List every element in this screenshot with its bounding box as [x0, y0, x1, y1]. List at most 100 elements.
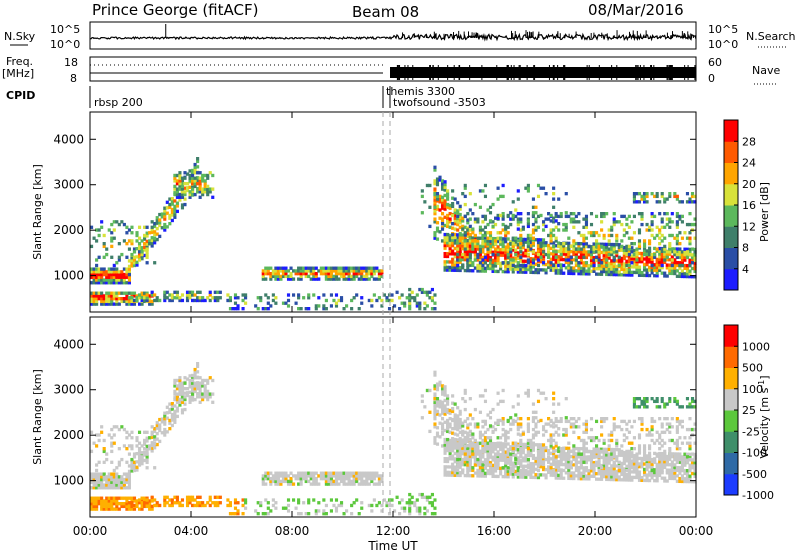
power-cell	[673, 250, 677, 254]
velocity-cell	[600, 474, 604, 479]
velocity-cell	[486, 452, 490, 456]
power-cell	[299, 272, 303, 276]
velocity-cell	[448, 451, 452, 456]
velocity-cell	[660, 457, 664, 461]
power-cell	[605, 242, 609, 247]
velocity-cell	[476, 449, 480, 454]
power-cell	[632, 248, 636, 253]
velocity-cell	[135, 460, 139, 464]
power-cell	[471, 244, 475, 248]
power-cell	[587, 269, 591, 273]
velocity-cell	[488, 463, 493, 467]
velocity-cell	[110, 507, 114, 511]
velocity-cell	[483, 449, 488, 454]
power-cell	[127, 299, 131, 304]
velocity-cell	[112, 441, 116, 445]
power-cell	[92, 267, 96, 271]
velocity-cell	[107, 477, 111, 482]
velocity-cell	[620, 472, 624, 477]
velocity-cell	[365, 479, 369, 484]
power-cell	[191, 298, 195, 303]
velocity-cell	[423, 495, 427, 499]
power-cell	[372, 266, 376, 270]
velocity-cell	[680, 457, 684, 462]
power-cell	[314, 304, 318, 308]
velocity-cell	[466, 426, 470, 430]
velocity-cell	[261, 474, 265, 478]
power-cell	[582, 269, 586, 273]
velocity-cell	[440, 408, 445, 413]
velocity-cell	[483, 444, 488, 448]
power-cell	[660, 192, 664, 196]
power-cell	[471, 239, 475, 243]
power-cell	[466, 266, 470, 270]
velocity-cell	[135, 465, 139, 469]
power-cell	[488, 239, 493, 243]
velocity-cell	[148, 504, 152, 509]
velocity-cell	[201, 384, 205, 388]
power-cell	[97, 272, 101, 277]
power-cell	[115, 291, 119, 295]
power-cell	[365, 272, 369, 276]
velocity-cell	[446, 402, 450, 406]
velocity-cell	[463, 449, 467, 453]
power-cell	[178, 192, 182, 197]
power-cell	[196, 165, 200, 169]
velocity-cell	[173, 495, 177, 499]
power-cell	[650, 265, 654, 270]
power-cell	[319, 266, 323, 270]
velocity-cell	[173, 409, 177, 414]
velocity-cell	[319, 474, 323, 478]
power-cell	[130, 256, 134, 260]
velocity-cell	[612, 469, 616, 474]
velocity-cell	[690, 458, 695, 462]
velocity-cell	[506, 455, 510, 460]
velocity-cell	[499, 453, 503, 457]
velocity-cell	[471, 436, 475, 440]
power-cell	[201, 179, 205, 183]
power-cell	[173, 215, 177, 219]
velocity-cell	[468, 441, 472, 445]
power-cell	[549, 261, 553, 265]
velocity-cell	[446, 397, 450, 401]
power-cell	[655, 200, 659, 204]
velocity-cell	[370, 477, 374, 481]
velocity-cell	[279, 482, 283, 486]
power-cell	[685, 236, 690, 240]
power-cell	[117, 302, 121, 306]
velocity-cell	[122, 444, 126, 448]
power-cell	[504, 248, 508, 252]
velocity-cell	[193, 384, 197, 388]
velocity-cell	[640, 462, 644, 466]
velocity-cell	[509, 422, 513, 426]
power-cell	[233, 293, 238, 297]
velocity-cell	[173, 378, 177, 383]
power-cell	[435, 192, 440, 196]
power-cell	[317, 304, 321, 308]
power-cell	[476, 269, 480, 273]
power-cell	[549, 219, 553, 223]
power-cell	[143, 294, 147, 298]
velocity-cell	[678, 471, 682, 475]
velocity-cell	[519, 422, 523, 426]
velocity-cell	[627, 472, 631, 477]
velocity-cell	[125, 499, 129, 503]
power-cell	[456, 222, 460, 227]
power-cell	[137, 225, 142, 229]
velocity-cell	[269, 482, 273, 486]
power-cell	[183, 202, 187, 207]
power-cell	[569, 266, 573, 270]
velocity-cell	[377, 479, 381, 484]
velocity-cell	[334, 498, 339, 502]
power-cell	[630, 270, 634, 275]
velocity-cell	[448, 446, 452, 450]
velocity-cell	[549, 457, 553, 461]
velocity-cell	[655, 462, 659, 467]
velocity-cell	[279, 474, 283, 478]
power-cell	[127, 228, 131, 232]
power-cell	[185, 298, 190, 303]
velocity-cell	[615, 469, 619, 474]
velocity-cell	[539, 465, 543, 469]
velocity-cell	[483, 471, 488, 476]
power-cell	[617, 220, 621, 224]
